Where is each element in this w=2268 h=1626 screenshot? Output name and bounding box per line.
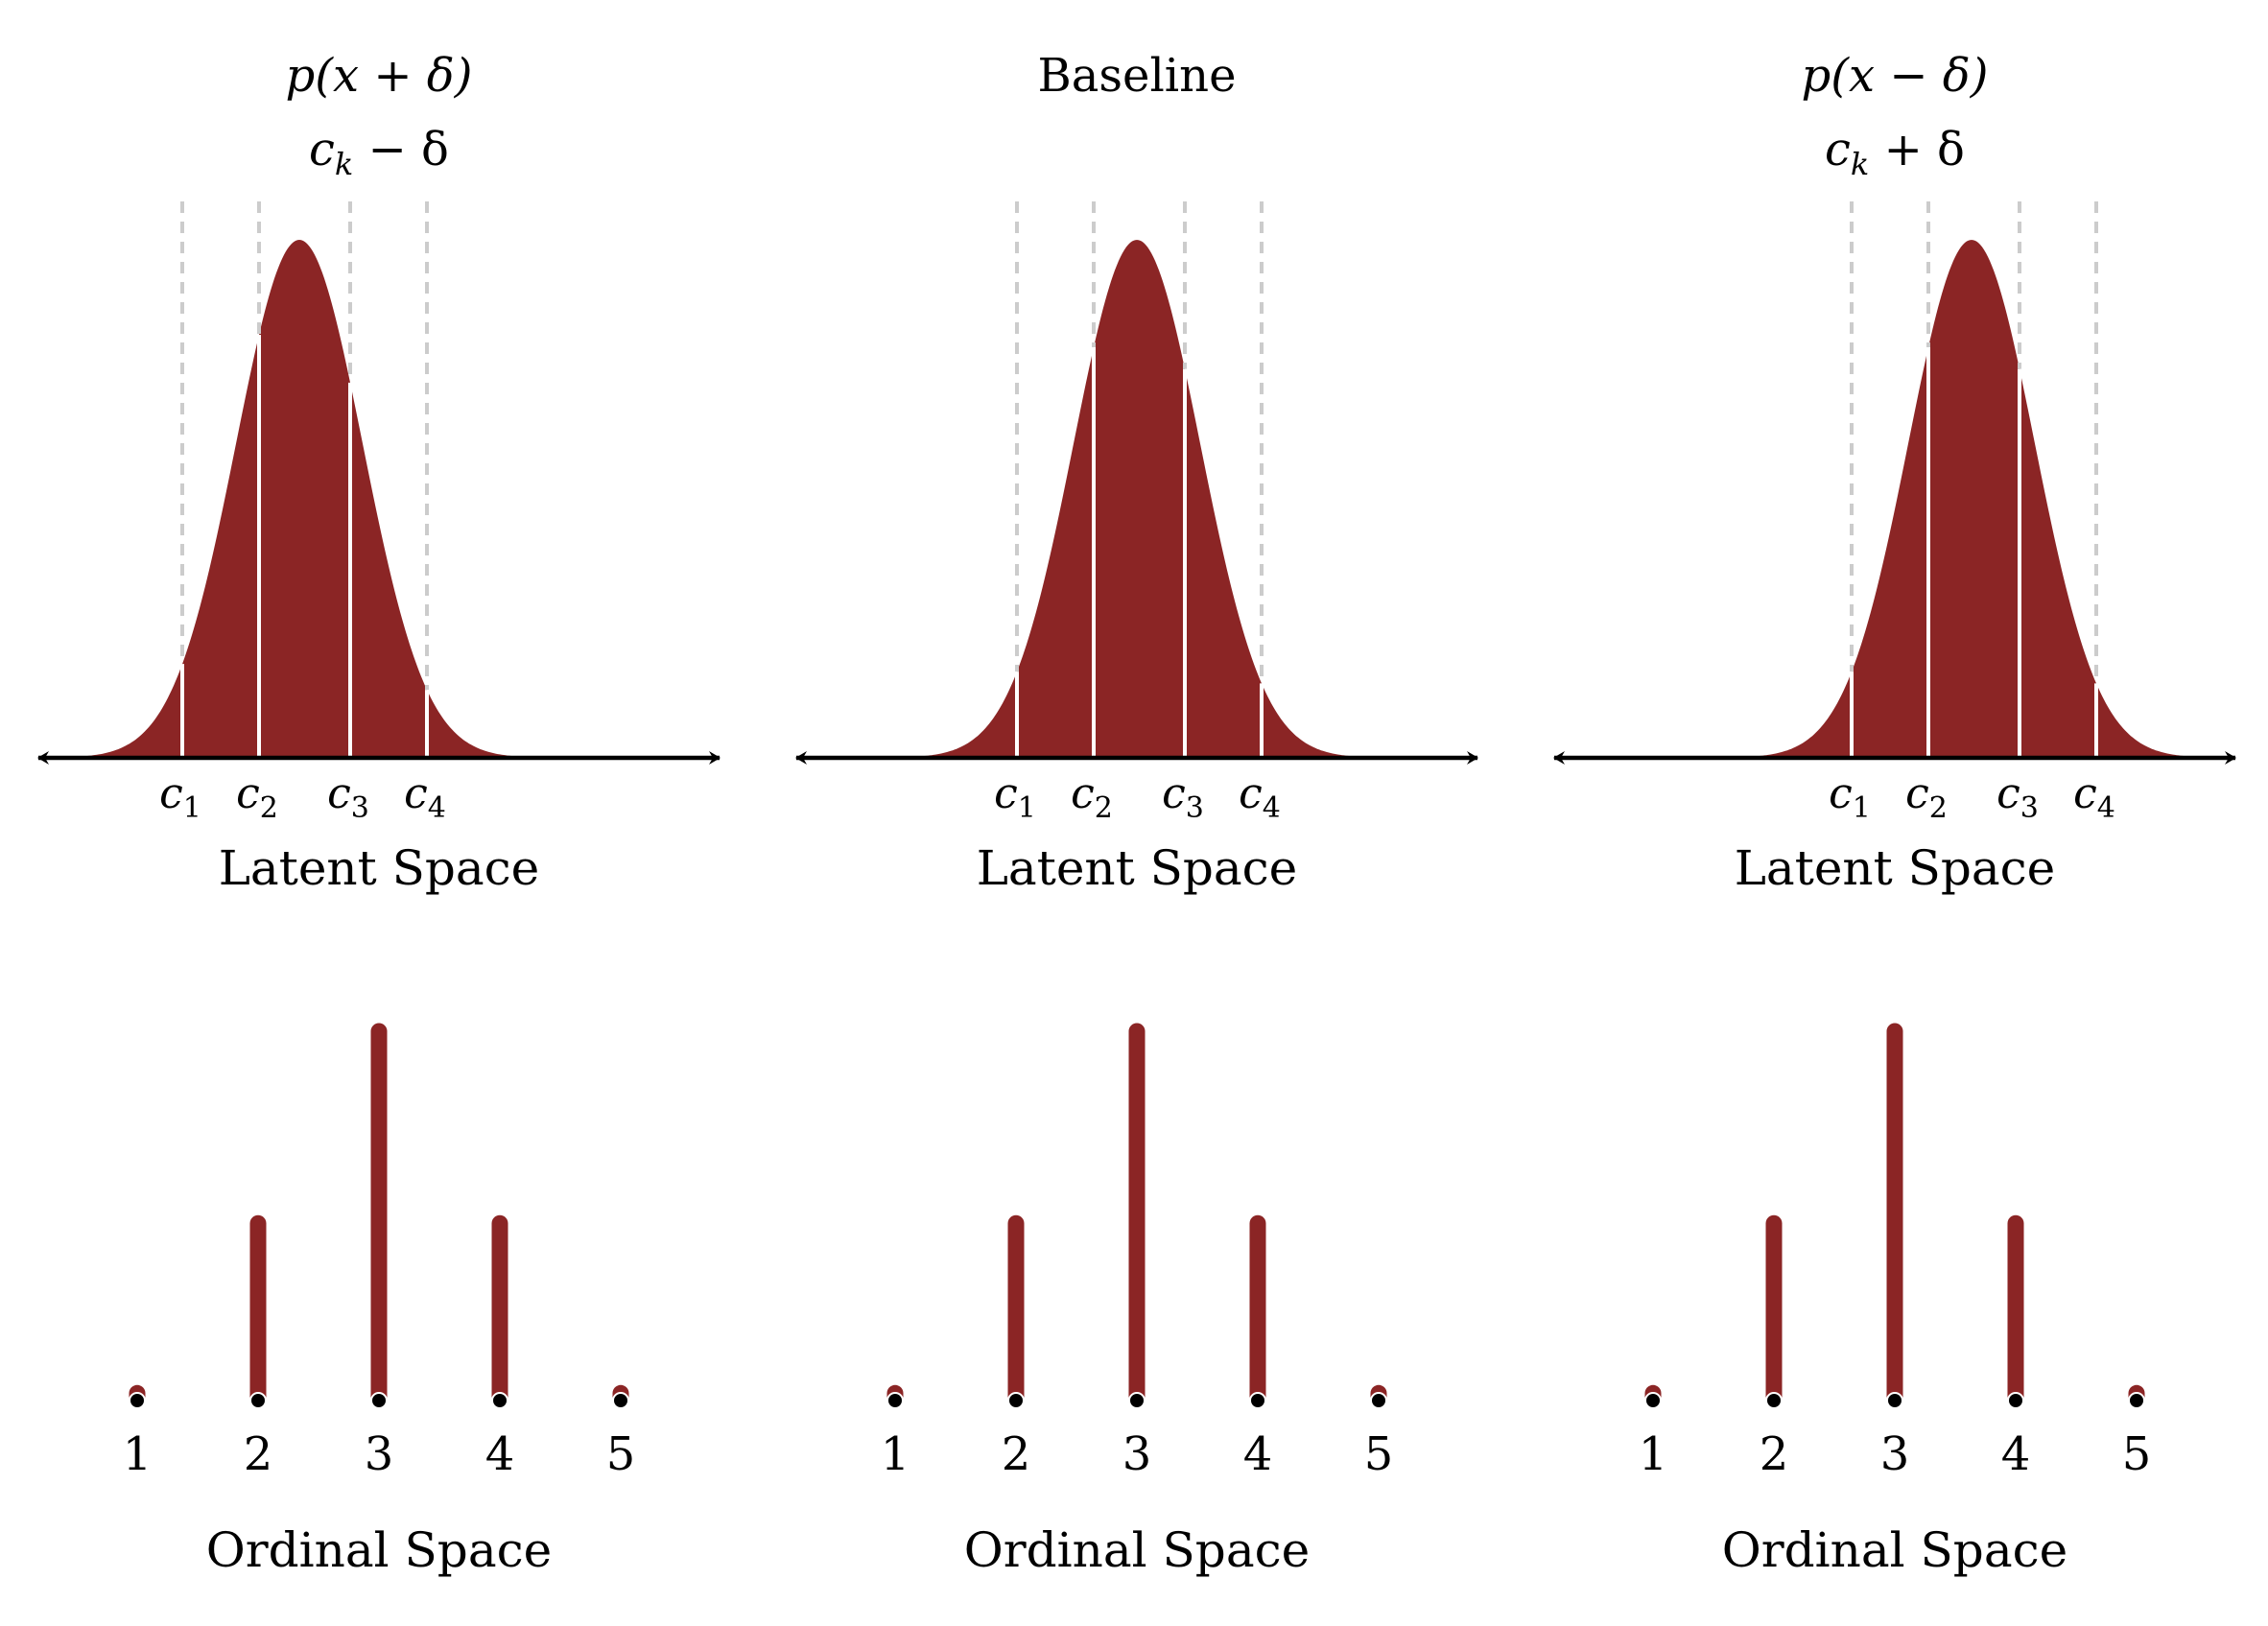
ordinal-point-3 — [370, 1392, 388, 1409]
ordinal-point-3 — [1886, 1392, 1903, 1409]
ordinal-point-4 — [2007, 1392, 2024, 1409]
ordinal-tick-2: 2 — [1760, 1427, 1789, 1481]
latent-region-5 — [427, 690, 715, 758]
panel-title: p(x − δ) ck + δ — [1802, 49, 1989, 182]
cutpoint-label-1: c1 — [1829, 769, 1871, 825]
ordinal-point-1 — [129, 1392, 146, 1409]
title-line-2: ck + δ — [1825, 123, 1965, 182]
title-line-2: ck − δ — [309, 123, 449, 182]
latent-region-4 — [350, 382, 427, 758]
cutpoint-label-4: c4 — [404, 769, 446, 825]
panel-2: Baseline c1 c2 c3 c4 Latent Space 1 2 3 4 5 Ordinal… — [795, 49, 1478, 1578]
ordinal-tick-4: 4 — [1243, 1427, 1273, 1481]
ordinal-point-4 — [1249, 1392, 1266, 1409]
ordinal-tick-5: 5 — [606, 1427, 636, 1481]
ordinal-point-2 — [1765, 1392, 1783, 1409]
panel-title: Baseline — [1038, 49, 1237, 103]
latent-axis-label: Latent Space — [977, 840, 1298, 896]
latent-distribution — [1559, 201, 2231, 759]
latent-axis-label: Latent Space — [219, 840, 540, 896]
ordinal-distribution: 1 2 3 4 5 — [881, 1023, 1394, 1481]
cutpoint-label-2: c2 — [236, 769, 278, 825]
ordinal-point-1 — [886, 1392, 904, 1409]
latent-region-3 — [1928, 240, 2020, 759]
latent-region-3 — [259, 240, 350, 758]
ordinal-point-3 — [1128, 1392, 1146, 1409]
latent-region-2 — [1852, 347, 1928, 758]
latent-region-1 — [1559, 672, 1852, 758]
title-line-1: p(x + δ) — [286, 49, 473, 103]
cutpoint-label-2: c2 — [1905, 769, 1948, 825]
latent-region-5 — [2096, 683, 2231, 758]
latent-region-1 — [801, 672, 1017, 758]
ordinal-point-1 — [1644, 1392, 1662, 1409]
title-line-1: p(x − δ) — [1802, 49, 1989, 103]
panel-title: p(x + δ) ck − δ — [286, 49, 473, 182]
ordinal-tick-1: 1 — [881, 1427, 910, 1481]
cutpoint-label-1: c1 — [159, 769, 201, 825]
cutpoint-label-3: c3 — [1996, 769, 2039, 825]
ordinal-tick-4: 4 — [485, 1427, 515, 1481]
ordinal-point-5 — [1370, 1392, 1387, 1409]
panel-1: p(x + δ) ck − δ c1 c2 c3 c4 Latent Space 1 2 3 4 5O… — [37, 49, 721, 1578]
latent-region-5 — [1262, 683, 1473, 758]
latent-axis-label: Latent Space — [1735, 840, 2056, 896]
ordinal-tick-3: 3 — [1880, 1427, 1910, 1481]
ordinal-tick-1: 1 — [123, 1427, 153, 1481]
cutpoint-label-3: c3 — [1162, 769, 1204, 825]
ordinal-tick-2: 2 — [1002, 1427, 1031, 1481]
ordinal-axis-label: Ordinal Space — [1722, 1522, 2067, 1578]
ordinal-tick-5: 5 — [1364, 1427, 1394, 1481]
panel-3: p(x − δ) ck + δ c1 c2 c3 c4 Latent Space 1 2 3 4 5 O… — [1553, 49, 2236, 1578]
cutpoint-label-2: c2 — [1071, 769, 1113, 825]
ordinal-distribution: 1 2 3 4 5 — [1639, 1023, 2152, 1481]
latent-distribution — [43, 201, 715, 758]
latent-region-2 — [182, 335, 259, 758]
ordinal-axis-label: Ordinal Space — [206, 1522, 552, 1578]
ordinal-tick-3: 3 — [365, 1427, 394, 1481]
title-line-1: Baseline — [1038, 49, 1237, 103]
cutpoint-label-4: c4 — [1239, 769, 1281, 825]
ordinal-tick-2: 2 — [244, 1427, 273, 1481]
cutpoint-label-3: c3 — [327, 769, 369, 825]
latent-region-3 — [1094, 240, 1185, 759]
ordinal-point-5 — [612, 1392, 629, 1409]
ordinal-point-5 — [2128, 1392, 2145, 1409]
ordinal-tick-1: 1 — [1639, 1427, 1668, 1481]
ordinal-point-2 — [249, 1392, 267, 1409]
latent-region-1 — [43, 664, 182, 758]
ordinal-tick-3: 3 — [1122, 1427, 1152, 1481]
latent-region-4 — [2020, 368, 2096, 758]
ordinal-tick-5: 5 — [2122, 1427, 2152, 1481]
latent-distribution — [801, 201, 1473, 759]
ordinal-distribution: 1 2 3 4 5 — [123, 1023, 636, 1481]
ordinal-point-4 — [491, 1392, 508, 1409]
cutpoint-label-4: c4 — [2073, 769, 2115, 825]
latent-region-4 — [1185, 368, 1262, 758]
latent-region-2 — [1017, 347, 1094, 758]
ordinal-point-2 — [1007, 1392, 1025, 1409]
ordinal-axis-label: Ordinal Space — [964, 1522, 1310, 1578]
ordinal-tick-4: 4 — [2001, 1427, 2031, 1481]
cutpoint-label-1: c1 — [994, 769, 1036, 825]
